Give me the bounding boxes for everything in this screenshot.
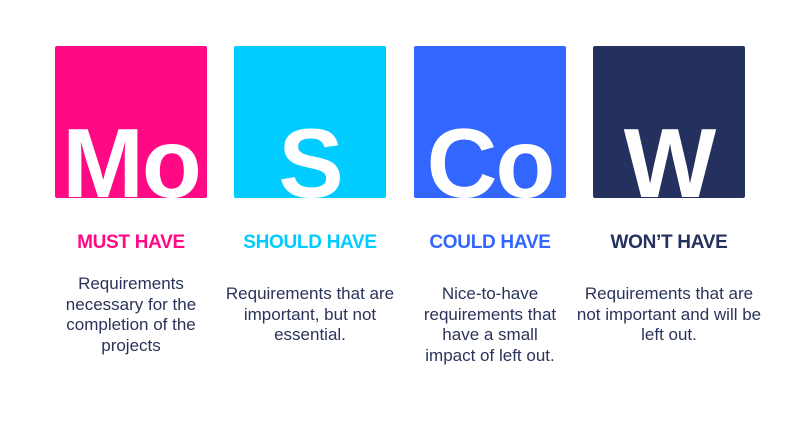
wont-letters: W [623, 108, 717, 198]
could-letters: Co [426, 108, 556, 198]
could-box: Co [414, 46, 566, 198]
wont-box: W [593, 46, 745, 198]
should-letters: S [278, 108, 343, 198]
must-letters: Mo [62, 108, 202, 198]
should-box: S [234, 46, 386, 198]
wont-title: WON’T HAVE [610, 232, 728, 253]
should-description: Requirements that are important, but not… [225, 284, 395, 344]
must-title: MUST HAVE [77, 232, 185, 253]
could-description: Nice-to-have requirements that have a sm… [423, 284, 557, 365]
should-title: SHOULD HAVE [243, 232, 377, 253]
wont-description: Requirements that are not important and … [576, 284, 762, 344]
could-title: COULD HAVE [429, 232, 551, 253]
must-description: Requirements necessary for the completio… [65, 274, 197, 355]
must-box: Mo [55, 46, 207, 198]
